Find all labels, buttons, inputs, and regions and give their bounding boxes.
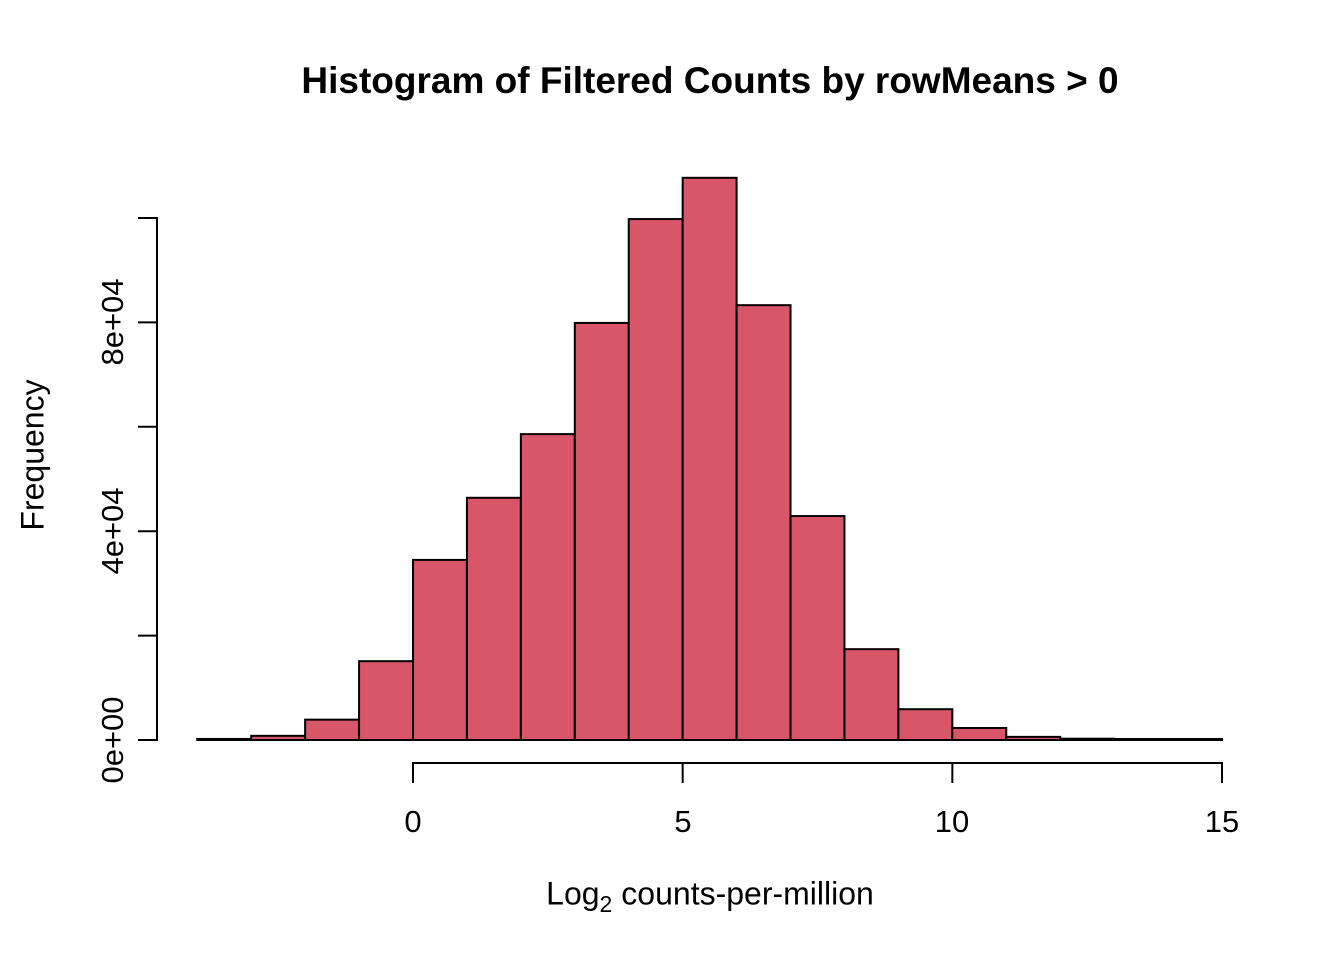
x-axis-label-rest: counts-per-million (621, 875, 874, 912)
histogram-bar (735, 304, 792, 741)
histogram-bar (951, 726, 1008, 742)
histogram-bar (519, 433, 576, 741)
y-axis-label: Frequency (14, 379, 51, 531)
x-tick-label-15: 15 (1204, 804, 1240, 839)
x-axis-label-base: Log (546, 875, 600, 912)
histogram-bar (1059, 737, 1116, 742)
y-tick-label-4e04: 4e+04 (95, 487, 130, 575)
histogram-bar (1167, 738, 1223, 741)
histogram-bar (1113, 738, 1170, 741)
x-tick-label-5: 5 (674, 804, 692, 839)
chart-title: Histogram of Filtered Counts by rowMeans… (301, 60, 1119, 101)
histogram-bar (897, 708, 954, 742)
x-tick-label-0: 0 (404, 804, 422, 839)
histogram-bar (1005, 735, 1062, 741)
histogram-bar (250, 734, 307, 741)
histogram-bar (681, 176, 738, 741)
x-axis-label: Log2 counts-per-million (546, 875, 874, 916)
histogram-bar (573, 321, 630, 741)
histogram-bar (358, 660, 415, 741)
y-tick-label-0e00: 0e+00 (95, 696, 130, 784)
y-tick-label-8e04: 8e+04 (95, 278, 130, 366)
histogram-bar (843, 648, 900, 741)
histogram-bar (789, 515, 846, 742)
histogram-bar (465, 496, 522, 741)
histogram-bar (304, 718, 361, 742)
x-tick-label-10: 10 (934, 804, 970, 839)
histogram-bar (412, 558, 468, 741)
histogram-bar (196, 737, 253, 741)
histogram-bar (627, 218, 684, 741)
x-axis-label-subscript: 2 (599, 890, 613, 917)
